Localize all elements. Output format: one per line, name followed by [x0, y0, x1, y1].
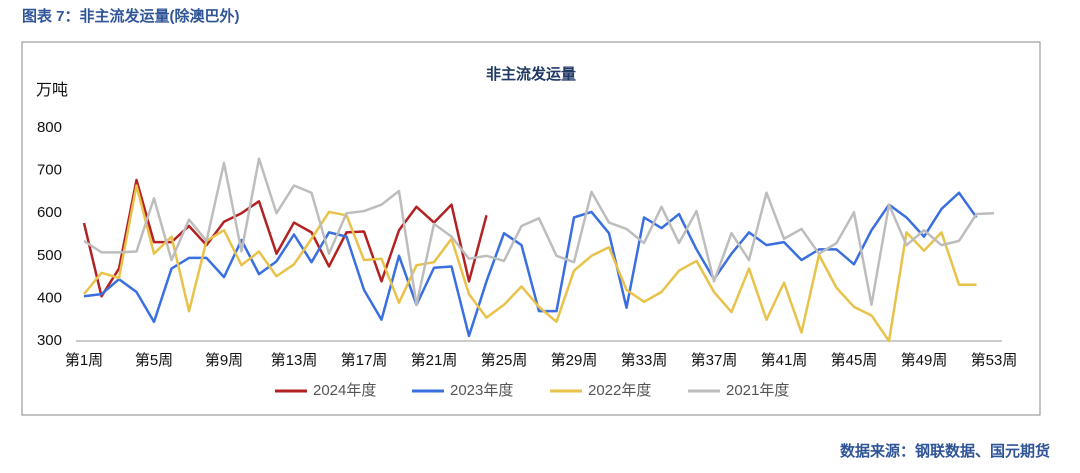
- y-tick-label: 700: [37, 162, 62, 179]
- series-line: [83, 157, 995, 307]
- series-line: [83, 184, 977, 343]
- y-axis-label: 万吨: [36, 81, 68, 99]
- x-tick-label: 第49周: [901, 351, 948, 369]
- x-tick-label: 第41周: [761, 351, 808, 369]
- x-tick-label: 第21周: [411, 351, 458, 369]
- x-tick-label: 第29周: [551, 351, 598, 369]
- x-tick-label: 第17周: [341, 351, 388, 369]
- y-tick-label: 500: [37, 247, 62, 264]
- x-tick-label: 第53周: [971, 351, 1018, 369]
- legend-label: 2024年度: [313, 382, 376, 399]
- legend-label: 2023年度: [450, 382, 513, 399]
- series-line: [83, 191, 978, 338]
- x-tick-label: 第13周: [271, 351, 318, 369]
- page-heading: 图表 7：非主流发运量(除澳巴外): [22, 7, 240, 25]
- x-tick-label: 第45周: [831, 351, 878, 369]
- x-tick-label: 第25周: [481, 351, 528, 369]
- x-tick-label: 第37周: [691, 351, 738, 369]
- x-tick-label: 第5周: [135, 351, 173, 369]
- y-tick-label: 600: [37, 204, 62, 221]
- source-note: 数据来源：钢联数据、国元期货: [840, 442, 1050, 460]
- x-tick-label: 第9周: [205, 351, 243, 369]
- legend-label: 2021年度: [726, 382, 789, 399]
- legend-label: 2022年度: [588, 382, 651, 399]
- series-line: [82, 178, 488, 298]
- y-tick-label: 800: [37, 119, 62, 136]
- y-tick-label: 300: [37, 332, 62, 349]
- x-tick-label: 第1周: [65, 351, 103, 369]
- y-tick-label: 400: [37, 289, 62, 306]
- chart-title: 非主流发运量: [486, 65, 576, 83]
- chart-frame: [21, 41, 1041, 416]
- x-tick-label: 第33周: [621, 351, 668, 369]
